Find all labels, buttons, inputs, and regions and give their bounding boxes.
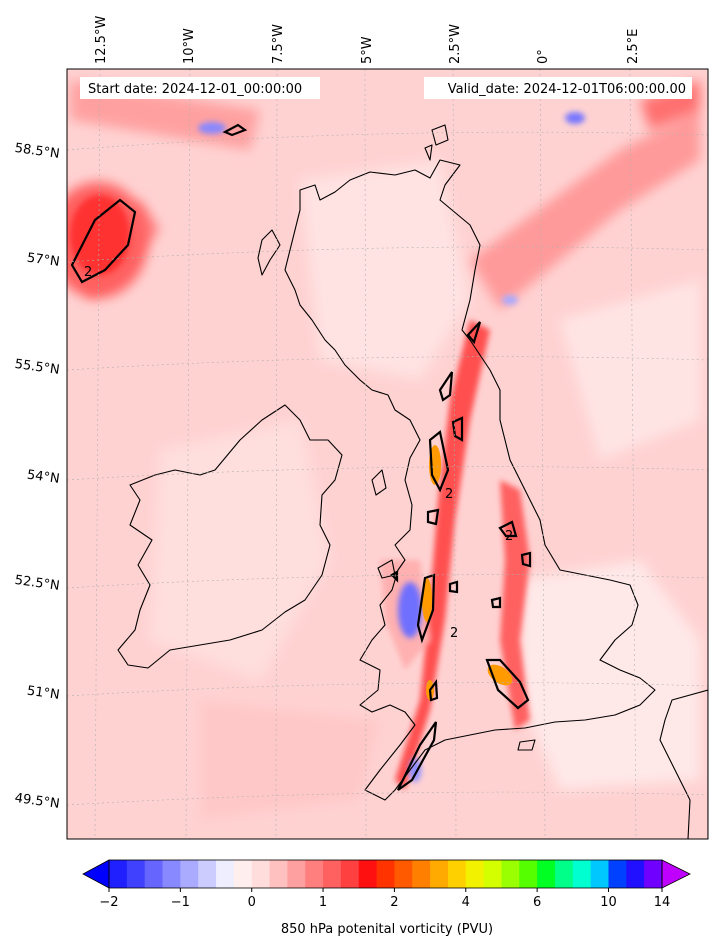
- pv-field: [67, 69, 708, 839]
- colorbar-segment: [537, 860, 556, 888]
- colorbar-segment: [340, 860, 360, 888]
- contour-label: 2: [450, 626, 458, 641]
- colorbar-tick-label: −2: [99, 895, 118, 910]
- colorbar-extend-low: [82, 859, 110, 889]
- colorbar-segment: [251, 860, 271, 888]
- latitude-label: 57°N: [26, 251, 61, 270]
- colorbar-tick-label: −1: [171, 895, 190, 910]
- colorbar-segment: [162, 860, 181, 888]
- latitude-label: 55.5°N: [14, 357, 61, 378]
- start-date-label: Start date: 2024-12-01_00:00:00: [88, 82, 302, 97]
- coast-britain: [284, 159, 656, 801]
- colorbar-segment: [216, 860, 235, 888]
- colorbar-segment: [180, 860, 199, 888]
- colorbar-frame: [108, 859, 663, 889]
- colorbar-segment: [483, 860, 503, 888]
- colorbar-tick-label: 4: [462, 895, 470, 910]
- pv-light-scotland: [300, 160, 470, 380]
- coast-shetland-sliver: [424, 144, 433, 161]
- colorbar-tick-label: 10: [600, 895, 617, 910]
- colorbar-segment: [590, 860, 610, 888]
- latitude-label: 49.5°N: [14, 791, 61, 812]
- longitude-label: 7.5°W: [271, 24, 286, 64]
- colorbar-segment: [323, 860, 342, 888]
- colorbar-tick-label: 6: [533, 895, 541, 910]
- longitude-label: 5°W: [360, 36, 375, 64]
- colorbar-segment: [269, 860, 288, 888]
- longitude-label: 2.5°E: [626, 29, 641, 64]
- longitude-labels: 12.5°W 10°W 7.5°W 5°W 2.5°W 0° 2.5°E: [94, 16, 641, 64]
- colorbar-tick-label: 14: [654, 895, 671, 910]
- latitude-label: 52.5°N: [14, 573, 61, 594]
- coast-continent: [659, 689, 708, 839]
- colorbar-segment: [305, 860, 324, 888]
- pv-maximum-west: [67, 182, 148, 298]
- coast-hebrides: [257, 229, 281, 276]
- pv-light-east: [520, 560, 700, 790]
- coast-ireland: [117, 404, 343, 669]
- coast-anglesey: [377, 559, 396, 579]
- longitude-label: 2.5°W: [448, 24, 463, 64]
- colorbar-segment: [412, 860, 431, 888]
- colorbar-segment: [554, 860, 574, 888]
- colorbar-tick-label: 1: [319, 895, 327, 910]
- pv-contours: [70, 123, 532, 791]
- latitude-label: 54°N: [26, 468, 61, 487]
- graticule: [67, 69, 708, 839]
- coast-isle-of-wight: [517, 739, 536, 751]
- colorbar-segment: [519, 860, 538, 888]
- valid-date-label: Valid_date: 2024-12-01T06:00:00.00: [448, 82, 686, 97]
- colorbar-segment: [430, 860, 449, 888]
- colorbar: −2 −1 0 1 2 4 6 10 14 850 hPa potenital vorticit…: [82, 859, 691, 937]
- colorbar-segment: [608, 860, 627, 888]
- colorbar-segment: [287, 860, 306, 888]
- pv-light-south: [200, 700, 380, 820]
- colorbar-segment: [126, 860, 146, 888]
- contour-label: 2: [84, 265, 92, 280]
- coast-isle-of-man: [371, 469, 387, 496]
- colorbar-segment: [501, 860, 520, 888]
- colorbar-tick-label: 0: [248, 895, 256, 910]
- colorbar-tick-label: 2: [390, 895, 398, 910]
- coast-orkney: [431, 124, 449, 146]
- pv-light-ireland: [150, 420, 330, 680]
- pv-light-ne: [560, 280, 700, 460]
- colorbar-segment: [358, 860, 378, 888]
- colorbar-segments: [109, 860, 663, 888]
- colorbar-segment: [626, 860, 645, 888]
- longitude-label: 0°: [536, 49, 551, 64]
- map-frame: [66, 68, 709, 840]
- valid-date-box: [424, 77, 692, 99]
- colorbar-segment: [376, 860, 396, 888]
- latitude-label: 58.5°N: [14, 141, 61, 162]
- colorbar-ticks: −2 −1 0 1 2 4 6 10 14: [99, 888, 670, 910]
- contour-label: 2: [505, 529, 513, 544]
- latitude-labels: 58.5°N 57°N 55.5°N 54°N 52.5°N 51°N 49.5…: [14, 141, 61, 812]
- coastlines: [117, 124, 708, 839]
- colorbar-segment: [144, 860, 164, 888]
- colorbar-segment: [465, 860, 485, 888]
- colorbar-extend-high: [661, 859, 691, 889]
- colorbar-segment: [447, 860, 467, 888]
- colorbar-segment: [198, 860, 217, 888]
- colorbar-segment: [572, 860, 592, 888]
- colorbar-title: 850 hPa potenital vorticity (PVU): [281, 922, 493, 937]
- longitude-label: 12.5°W: [94, 16, 109, 64]
- colorbar-segment: [233, 860, 253, 888]
- contour-label: 2: [445, 487, 453, 502]
- colorbar-segment: [109, 860, 128, 888]
- colorbar-segment: [394, 860, 413, 888]
- longitude-label: 10°W: [182, 28, 197, 64]
- pv-negative-patches: [198, 112, 585, 782]
- pv-streak-northeast: [470, 110, 700, 310]
- latitude-label: 51°N: [26, 684, 61, 703]
- start-date-box: [80, 77, 320, 99]
- colorbar-segment: [644, 860, 663, 888]
